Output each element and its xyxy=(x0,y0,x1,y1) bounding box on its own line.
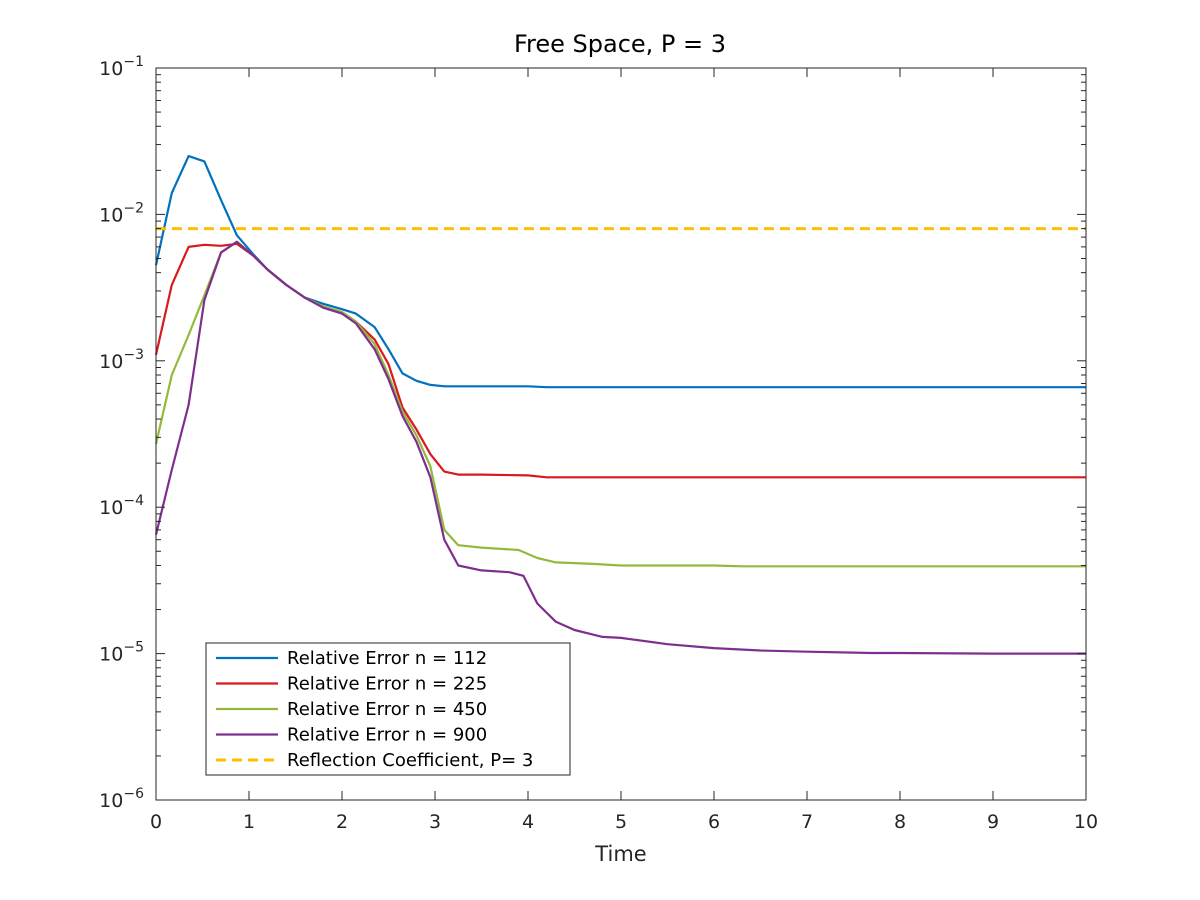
x-axis: 0 1 2 3 4 5 6 7 8 9 10 xyxy=(150,68,1098,833)
series-line-relative-error-n-900 xyxy=(154,240,1086,655)
x-tick-label: 0 xyxy=(150,811,162,833)
legend-items: Relative Error n = 112 Relative Error n =… xyxy=(216,648,533,771)
x-tick-label: 8 xyxy=(894,811,906,833)
legend-label-relative-error-n-225: Relative Error n = 225 xyxy=(287,674,487,695)
series-group xyxy=(154,155,1086,655)
x-tick-label: 6 xyxy=(708,811,720,833)
y-axis: 10−6 10−5 10−4 10−3 10−2 10−1 xyxy=(99,54,1086,812)
legend-label-relative-error-n-900: Relative Error n = 900 xyxy=(287,725,487,746)
legend-label-reflection-coefficient-p-3: Reflection Coefficient, P= 3 xyxy=(287,750,533,771)
x-tick-label: 7 xyxy=(801,811,813,833)
x-tick-label: 1 xyxy=(243,811,255,833)
x-axis-label: Time xyxy=(594,842,646,866)
y-tick-label: 10−2 xyxy=(99,200,144,226)
y-tick-label: 10−6 xyxy=(99,786,144,812)
chart-title: Free Space, P = 3 xyxy=(514,30,726,58)
y-tick-label: 10−1 xyxy=(99,54,144,80)
series-line-relative-error-n-112 xyxy=(154,155,1086,389)
y-tick-label: 10−5 xyxy=(99,640,144,666)
legend-label-relative-error-n-112: Relative Error n = 112 xyxy=(287,648,487,669)
x-tick-label: 3 xyxy=(429,811,441,833)
y-tick-label: 10−3 xyxy=(99,347,144,373)
x-tick-label: 10 xyxy=(1074,811,1098,833)
legend-label-relative-error-n-450: Relative Error n = 450 xyxy=(287,699,487,720)
legend: Relative Error n = 112 Relative Error n =… xyxy=(205,642,571,776)
y-tick-label: 10−4 xyxy=(99,493,144,519)
x-tick-label: 9 xyxy=(987,811,999,833)
x-tick-label: 4 xyxy=(522,811,534,833)
x-tick-label: 5 xyxy=(615,811,627,833)
x-tick-label: 2 xyxy=(336,811,348,833)
